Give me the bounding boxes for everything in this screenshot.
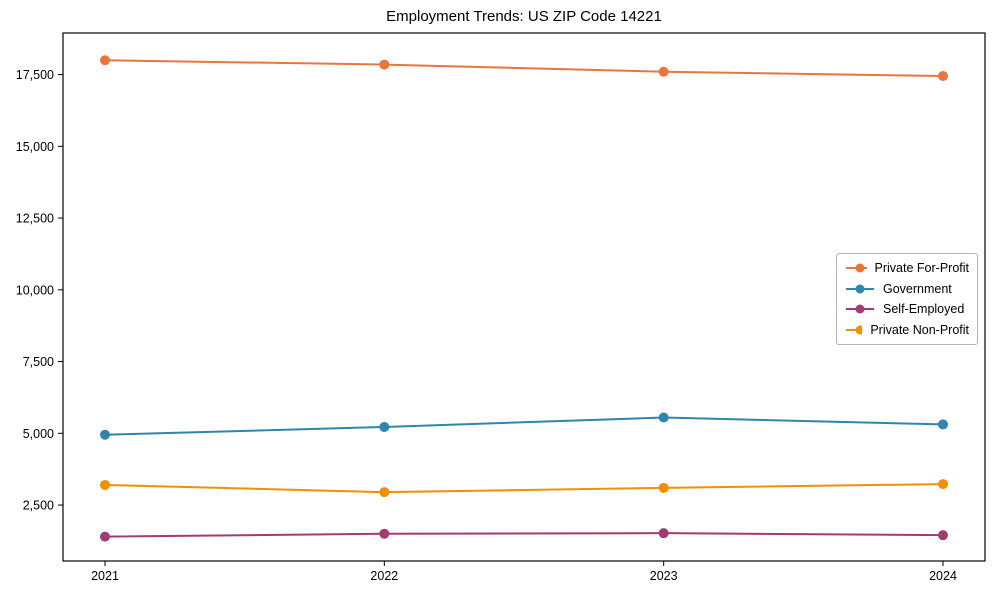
- data-point-private-for-profit-2024: [938, 71, 948, 82]
- x-tick-label: 2024: [929, 569, 957, 583]
- y-tick-label: 17,500: [16, 68, 54, 82]
- x-tick-label: 2021: [91, 569, 119, 583]
- series-line-private-for-profit: [104, 59, 944, 78]
- plot-border: [62, 32, 986, 562]
- legend-item-government: Government: [845, 282, 969, 296]
- data-point-private-non-profit-2024: [938, 479, 948, 490]
- data-point-self-employed-2021: [100, 531, 110, 542]
- data-point-government-2021: [100, 429, 110, 440]
- data-point-government-2023: [658, 412, 669, 423]
- data-point-private-non-profit-2023: [658, 482, 669, 493]
- series-line-self-employed: [104, 532, 944, 538]
- legend-label: Government: [883, 281, 952, 296]
- y-tick-label: 15,000: [16, 140, 54, 154]
- legend-marker-private-non-profit: [846, 325, 863, 335]
- chart-title: Employment Trends: US ZIP Code 14221: [386, 8, 662, 25]
- legend-marker-government: [846, 284, 874, 294]
- legend-item-self-employed: Self-Employed: [845, 302, 969, 316]
- data-point-private-for-profit-2023: [658, 66, 669, 77]
- series-line-private-non-profit: [104, 483, 944, 494]
- data-point-private-for-profit-2022: [379, 59, 390, 70]
- data-point-self-employed-2024: [938, 530, 948, 541]
- data-point-government-2022: [379, 421, 390, 432]
- legend-item-private-for-profit: Private For-Profit: [845, 261, 969, 275]
- data-point-private-for-profit-2021: [100, 55, 110, 66]
- data-point-private-non-profit-2022: [379, 487, 390, 498]
- y-tick-label: 12,500: [16, 212, 54, 226]
- y-tick-label: 7,500: [23, 355, 54, 369]
- legend-label: Private Non-Profit: [870, 322, 969, 337]
- legend-item-private-non-profit: Private Non-Profit: [845, 323, 969, 337]
- series-line-government: [104, 416, 944, 436]
- data-point-self-employed-2022: [379, 528, 390, 539]
- y-tick-label: 10,000: [16, 283, 54, 297]
- y-tick-label: 5,000: [23, 427, 54, 441]
- legend-marker-private-for-profit: [846, 263, 867, 273]
- legend-marker-self-employed: [846, 304, 874, 314]
- x-tick-label: 2022: [370, 569, 398, 583]
- legend-label: Private For-Profit: [874, 261, 969, 276]
- data-point-self-employed-2023: [658, 528, 669, 539]
- x-tick-label: 2023: [650, 569, 678, 583]
- y-tick-label: 2,500: [23, 499, 54, 513]
- legend: Private For-Profit Government Self-Employe…: [836, 253, 978, 345]
- data-point-government-2024: [938, 419, 948, 430]
- data-point-private-non-profit-2021: [100, 479, 110, 490]
- legend-label: Self-Employed: [883, 302, 965, 317]
